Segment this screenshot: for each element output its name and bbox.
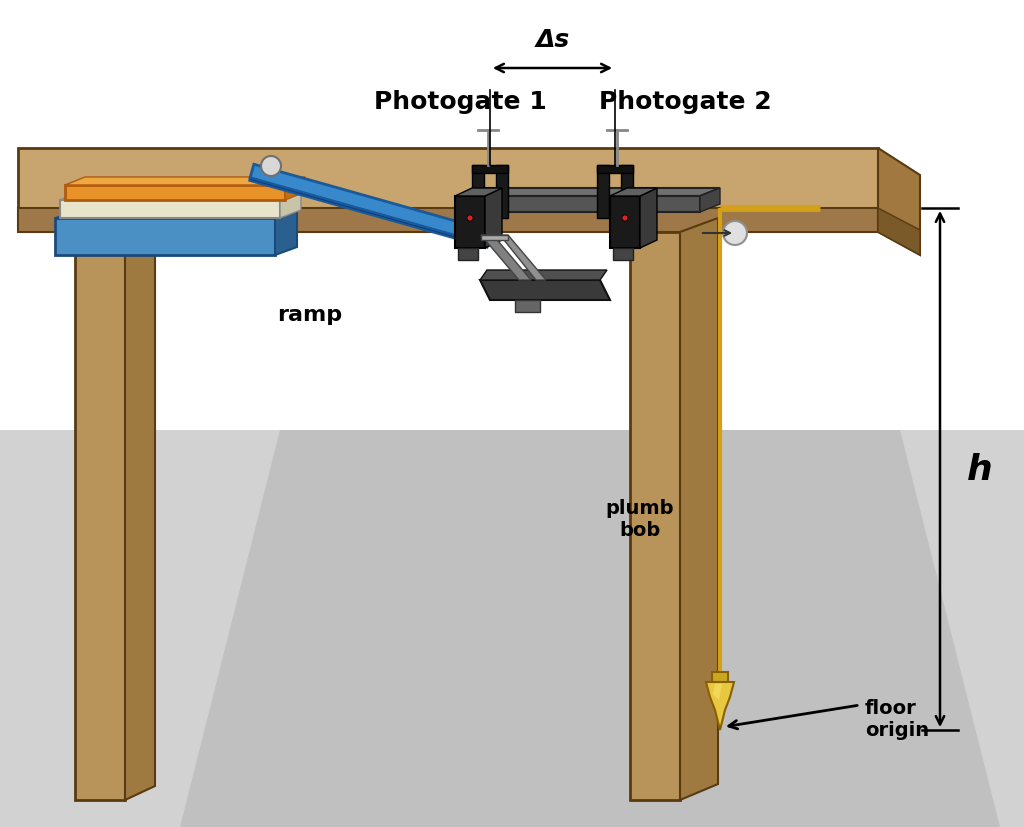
Text: Photogate 1: Photogate 1 xyxy=(374,90,547,114)
Text: Photogate 2: Photogate 2 xyxy=(599,90,771,114)
Polygon shape xyxy=(481,235,508,240)
Polygon shape xyxy=(621,165,633,218)
Polygon shape xyxy=(680,218,718,800)
Polygon shape xyxy=(460,188,720,196)
Polygon shape xyxy=(65,177,305,185)
Polygon shape xyxy=(472,165,484,218)
Polygon shape xyxy=(75,232,125,800)
Polygon shape xyxy=(18,208,878,232)
Text: h: h xyxy=(967,453,993,487)
Polygon shape xyxy=(610,196,640,248)
Polygon shape xyxy=(55,218,275,255)
Polygon shape xyxy=(280,192,301,218)
Polygon shape xyxy=(55,210,297,218)
Polygon shape xyxy=(65,185,285,200)
Text: plumb
bob: plumb bob xyxy=(606,500,674,541)
Circle shape xyxy=(622,215,628,221)
Polygon shape xyxy=(0,0,1024,430)
Polygon shape xyxy=(496,165,508,218)
Polygon shape xyxy=(455,188,502,196)
Polygon shape xyxy=(878,148,920,255)
Polygon shape xyxy=(630,232,680,800)
Polygon shape xyxy=(180,430,1000,827)
Text: floor
origin: floor origin xyxy=(865,700,929,740)
Circle shape xyxy=(467,215,473,221)
Text: Δs: Δs xyxy=(536,28,569,52)
Polygon shape xyxy=(480,270,607,280)
Polygon shape xyxy=(480,280,610,300)
Polygon shape xyxy=(712,672,728,682)
Polygon shape xyxy=(597,165,609,218)
Circle shape xyxy=(723,221,746,245)
Polygon shape xyxy=(500,235,546,280)
Circle shape xyxy=(261,156,281,176)
Polygon shape xyxy=(610,188,657,196)
Polygon shape xyxy=(878,208,920,255)
Polygon shape xyxy=(613,248,633,260)
Polygon shape xyxy=(18,148,878,208)
Polygon shape xyxy=(713,684,722,700)
Polygon shape xyxy=(250,165,492,245)
Polygon shape xyxy=(515,300,540,312)
Polygon shape xyxy=(640,188,657,248)
Polygon shape xyxy=(0,430,1024,827)
Polygon shape xyxy=(455,196,485,248)
Polygon shape xyxy=(125,220,155,800)
Polygon shape xyxy=(472,165,508,173)
Polygon shape xyxy=(60,200,280,218)
Polygon shape xyxy=(700,188,720,212)
Polygon shape xyxy=(706,682,734,730)
Polygon shape xyxy=(275,210,297,255)
Text: ramp: ramp xyxy=(278,305,343,325)
Polygon shape xyxy=(485,188,502,248)
Polygon shape xyxy=(285,177,305,200)
Polygon shape xyxy=(460,196,700,212)
Polygon shape xyxy=(597,165,633,173)
Polygon shape xyxy=(481,235,531,280)
Polygon shape xyxy=(458,248,478,260)
Polygon shape xyxy=(60,192,301,200)
Polygon shape xyxy=(249,178,488,247)
